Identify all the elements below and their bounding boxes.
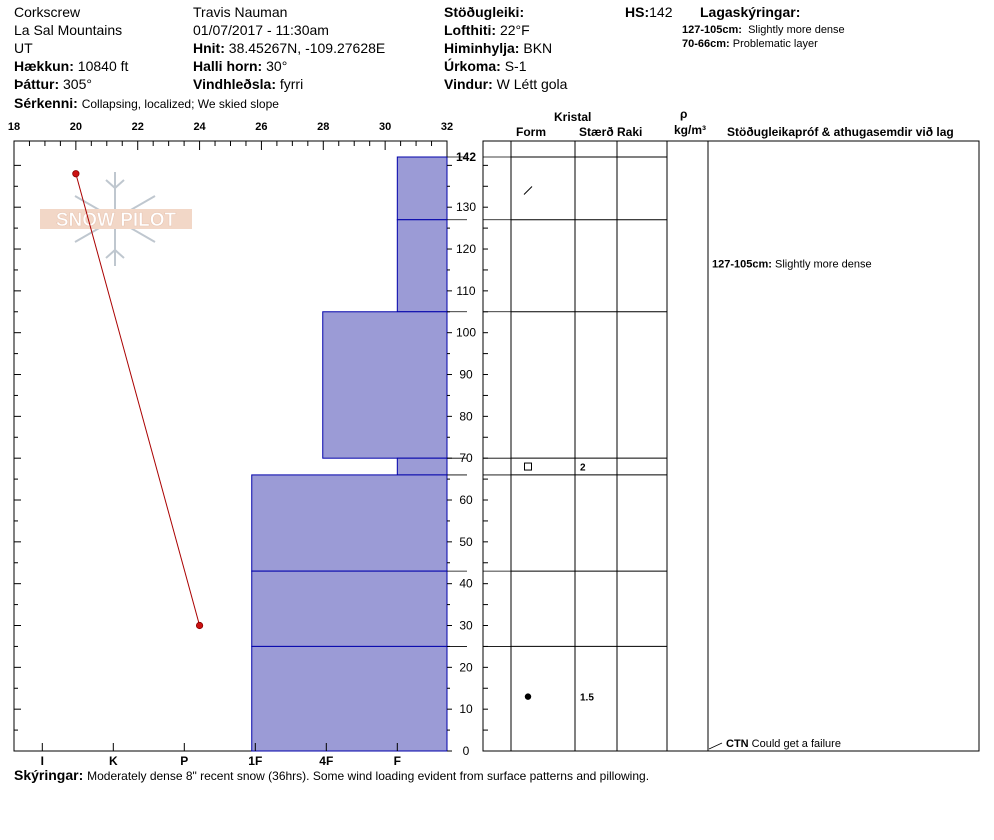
crystal-form-icon bbox=[523, 186, 533, 195]
crystal-header: Kristal bbox=[554, 110, 592, 124]
stratigraphy-table: 2 1.5 127-105cm: Slightly more dense CTN Co… bbox=[447, 140, 980, 752]
hardness-layer bbox=[322, 311, 448, 459]
hardness-layer bbox=[251, 570, 448, 647]
elevation: Hækkun: 10840 ft bbox=[14, 58, 129, 74]
crystal-form-icon bbox=[524, 462, 532, 471]
wind: Vindur: W Létt gola bbox=[444, 76, 568, 92]
air-temperature: Lofthiti: 22°F bbox=[444, 22, 530, 38]
hardness-layer bbox=[396, 219, 448, 313]
depth-tick-label: 80 bbox=[459, 409, 473, 423]
observer: Travis Nauman bbox=[193, 4, 288, 20]
temperature-line bbox=[75, 173, 201, 626]
wind-loading: Vindhleðsla: fyrri bbox=[193, 76, 304, 92]
temperature-point bbox=[195, 621, 204, 630]
hardness-label: 1F bbox=[248, 754, 262, 768]
form-header: Form bbox=[516, 125, 546, 139]
temp-tick-label: 18 bbox=[8, 121, 20, 133]
temperature-point bbox=[72, 170, 80, 178]
depth-tick-label: 110 bbox=[456, 284, 475, 298]
density-unit: kg/m³ bbox=[674, 123, 707, 137]
hardness-layer bbox=[251, 474, 448, 572]
crystal-size: 2 bbox=[580, 463, 586, 474]
hardness-layer bbox=[396, 457, 448, 476]
mountain-range: La Sal Mountains bbox=[14, 22, 123, 38]
table-border bbox=[482, 140, 980, 752]
layer-comment: 127-105cm: Slightly more dense bbox=[712, 259, 872, 271]
notes: Skýringar: Moderately dense 8" recent sn… bbox=[14, 767, 650, 783]
depth-tick-label: 90 bbox=[459, 368, 473, 382]
hardness-label: K bbox=[109, 754, 118, 768]
hardness-label: P bbox=[180, 754, 188, 768]
depth-tick-label: 130 bbox=[456, 200, 476, 214]
tests-header: Stöðugleikapróf & athugasemdir við lag bbox=[727, 125, 954, 139]
stability: Stöðugleiki: bbox=[444, 4, 525, 20]
snowpilot-logo: SNOW PILOT bbox=[40, 172, 192, 266]
location-name: Corkscrew bbox=[14, 4, 81, 20]
sky-cover: Himinhylja: BKN bbox=[444, 40, 553, 56]
temp-tick-label: 32 bbox=[441, 121, 453, 133]
depth-tick-label: 10 bbox=[459, 702, 473, 716]
precipitation: Úrkoma: S-1 bbox=[444, 58, 527, 74]
temperature-profile bbox=[72, 170, 204, 630]
state: UT bbox=[14, 40, 33, 56]
features: Sérkenni: Collapsing, localized; We skie… bbox=[14, 95, 279, 111]
crystal-size: 1.5 bbox=[580, 693, 594, 704]
date-time: 01/07/2017 - 11:30am bbox=[193, 22, 329, 38]
density-symbol: ρ bbox=[680, 107, 688, 121]
depth-tick-label: 120 bbox=[456, 242, 476, 256]
temp-tick-label: 30 bbox=[379, 121, 391, 133]
temp-tick-label: 22 bbox=[132, 121, 144, 133]
depth-tick-label: 0 bbox=[463, 744, 470, 758]
temp-tick-label: 24 bbox=[193, 121, 206, 133]
logo-text: SNOW PILOT bbox=[56, 210, 177, 231]
coordinates: Hnit: 38.45267N, -109.27628E bbox=[193, 40, 386, 56]
hardness-layers bbox=[251, 156, 448, 752]
size-header: Stærð bbox=[579, 125, 614, 139]
depth-tick-label: 20 bbox=[459, 660, 473, 674]
hardness-layer bbox=[396, 156, 448, 221]
hardness-label: F bbox=[394, 754, 401, 768]
aspect: Þáttur: 305° bbox=[14, 76, 92, 92]
chart-axes: 18 20 22 24 26 28 30 32I K P 1F 4F F0102030405060708… bbox=[8, 121, 488, 768]
depth-tick-label: 40 bbox=[459, 577, 473, 591]
depth-tick-label: 60 bbox=[459, 493, 473, 507]
legend-title: Lagaskýringar: bbox=[700, 4, 801, 20]
stability-test: CTN Could get a failure bbox=[726, 738, 841, 750]
temp-tick-label: 26 bbox=[255, 121, 267, 133]
test-pointer bbox=[708, 742, 723, 750]
snow-height: HS:142 bbox=[625, 4, 673, 20]
legend-item: 127-105cm: Slightly more dense bbox=[682, 24, 845, 36]
depth-tick-label: 50 bbox=[459, 535, 473, 549]
temp-tick-label: 28 bbox=[317, 121, 329, 133]
crystal-form-icon bbox=[524, 693, 532, 700]
depth-tick-label: 30 bbox=[459, 619, 473, 633]
hardness-layer bbox=[251, 645, 448, 752]
legend-item: 70-66cm: Problematic layer bbox=[682, 38, 818, 50]
moisture-header: Raki bbox=[617, 125, 643, 139]
hardness-label: 4F bbox=[319, 754, 333, 768]
temp-tick-label: 20 bbox=[70, 121, 82, 133]
depth-tick-label: 100 bbox=[456, 326, 476, 340]
slope-angle: Halli horn: 30° bbox=[193, 58, 288, 74]
hardness-label: I bbox=[41, 754, 44, 768]
